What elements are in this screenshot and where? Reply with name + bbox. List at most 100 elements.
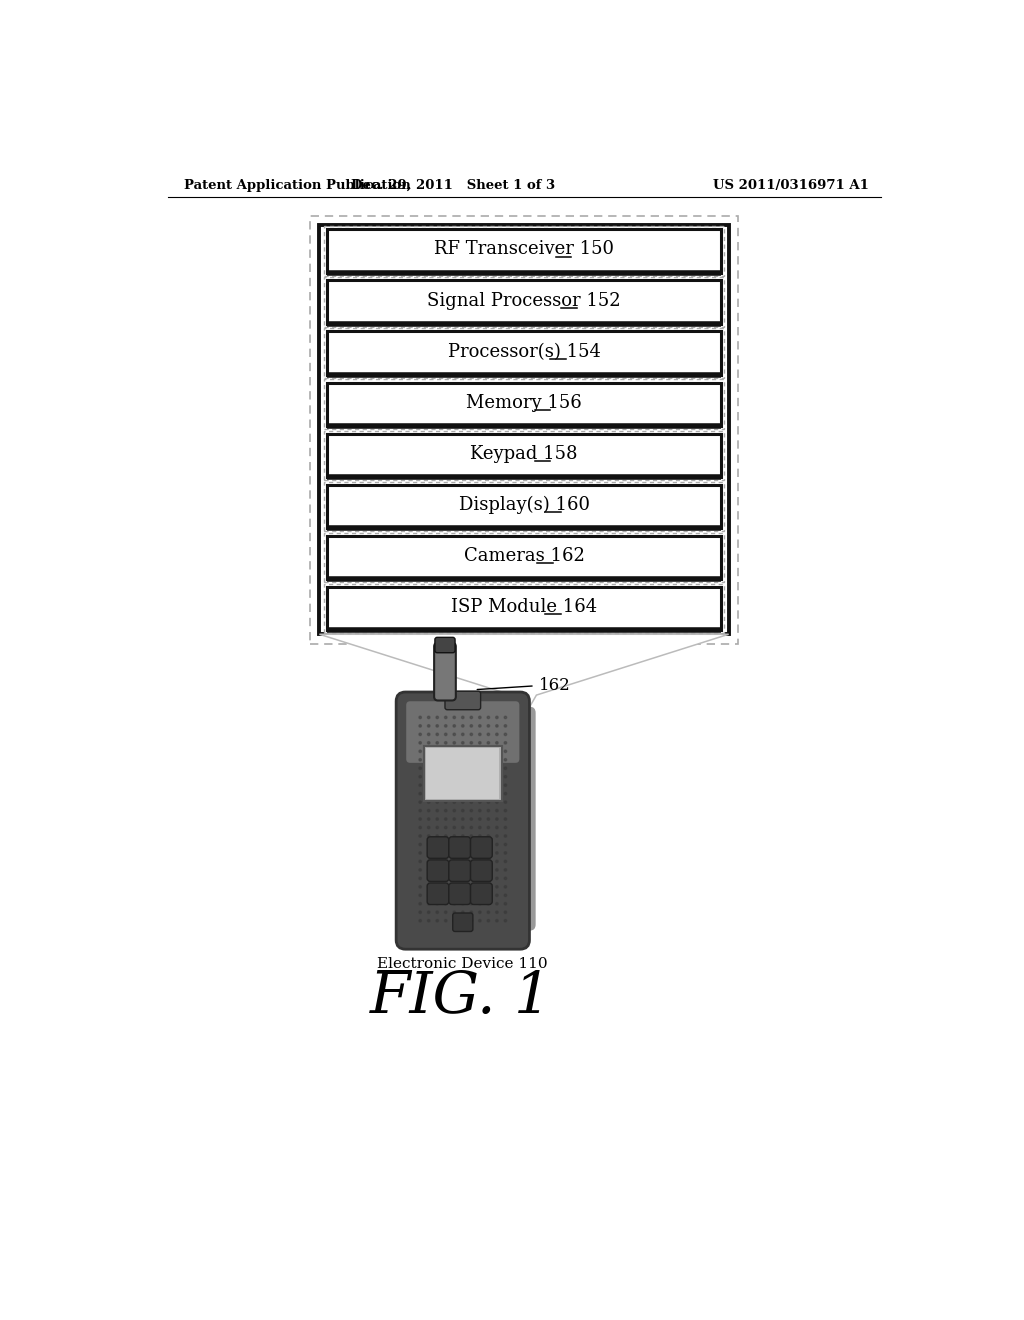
Circle shape bbox=[427, 725, 430, 727]
Text: Electronic Device 110: Electronic Device 110 bbox=[378, 957, 548, 972]
Circle shape bbox=[453, 834, 456, 837]
FancyBboxPatch shape bbox=[449, 883, 471, 904]
Circle shape bbox=[496, 876, 498, 879]
Circle shape bbox=[436, 826, 438, 829]
Circle shape bbox=[436, 809, 438, 812]
FancyBboxPatch shape bbox=[435, 638, 455, 653]
Circle shape bbox=[427, 861, 430, 863]
Circle shape bbox=[470, 792, 472, 795]
Circle shape bbox=[504, 903, 507, 906]
Circle shape bbox=[487, 775, 489, 777]
Bar bbox=[426, 748, 500, 799]
Circle shape bbox=[436, 759, 438, 762]
Circle shape bbox=[470, 784, 472, 787]
Circle shape bbox=[478, 826, 481, 829]
Circle shape bbox=[453, 725, 456, 727]
Circle shape bbox=[462, 717, 464, 718]
Circle shape bbox=[436, 818, 438, 820]
Circle shape bbox=[419, 869, 422, 871]
Circle shape bbox=[504, 717, 507, 718]
Circle shape bbox=[487, 876, 489, 879]
Circle shape bbox=[444, 911, 447, 913]
Text: Cameras 162: Cameras 162 bbox=[464, 546, 585, 565]
FancyBboxPatch shape bbox=[434, 643, 456, 701]
Circle shape bbox=[427, 759, 430, 762]
Circle shape bbox=[478, 920, 481, 921]
Circle shape bbox=[470, 725, 472, 727]
Bar bbox=[324, 226, 724, 276]
Circle shape bbox=[496, 717, 498, 718]
Circle shape bbox=[444, 869, 447, 871]
Circle shape bbox=[462, 894, 464, 896]
Circle shape bbox=[436, 843, 438, 846]
Circle shape bbox=[496, 784, 498, 787]
Circle shape bbox=[470, 775, 472, 777]
Circle shape bbox=[504, 834, 507, 837]
Bar bbox=[328, 434, 721, 477]
FancyBboxPatch shape bbox=[427, 837, 449, 858]
Circle shape bbox=[478, 784, 481, 787]
Circle shape bbox=[427, 801, 430, 804]
Circle shape bbox=[444, 809, 447, 812]
Circle shape bbox=[462, 826, 464, 829]
FancyBboxPatch shape bbox=[427, 859, 449, 882]
Circle shape bbox=[478, 851, 481, 854]
Circle shape bbox=[487, 861, 489, 863]
Circle shape bbox=[478, 809, 481, 812]
Circle shape bbox=[478, 886, 481, 888]
Circle shape bbox=[419, 767, 422, 770]
Circle shape bbox=[427, 903, 430, 906]
Circle shape bbox=[496, 801, 498, 804]
Circle shape bbox=[444, 750, 447, 752]
Text: ISP Module 164: ISP Module 164 bbox=[451, 598, 597, 616]
Circle shape bbox=[470, 886, 472, 888]
Circle shape bbox=[427, 851, 430, 854]
Circle shape bbox=[436, 851, 438, 854]
Circle shape bbox=[496, 843, 498, 846]
Circle shape bbox=[436, 911, 438, 913]
Circle shape bbox=[436, 834, 438, 837]
Circle shape bbox=[462, 725, 464, 727]
Circle shape bbox=[444, 717, 447, 718]
Circle shape bbox=[453, 920, 456, 921]
Circle shape bbox=[419, 750, 422, 752]
Circle shape bbox=[504, 920, 507, 921]
Circle shape bbox=[444, 894, 447, 896]
Circle shape bbox=[444, 834, 447, 837]
Circle shape bbox=[487, 826, 489, 829]
Circle shape bbox=[453, 861, 456, 863]
Circle shape bbox=[487, 911, 489, 913]
Circle shape bbox=[444, 876, 447, 879]
Circle shape bbox=[427, 869, 430, 871]
Circle shape bbox=[504, 894, 507, 896]
Bar bbox=[328, 484, 721, 528]
Circle shape bbox=[504, 809, 507, 812]
Bar bbox=[328, 536, 721, 579]
FancyBboxPatch shape bbox=[453, 913, 473, 932]
Circle shape bbox=[419, 742, 422, 744]
Circle shape bbox=[462, 843, 464, 846]
Circle shape bbox=[487, 784, 489, 787]
Circle shape bbox=[470, 809, 472, 812]
Circle shape bbox=[504, 818, 507, 820]
Circle shape bbox=[427, 843, 430, 846]
Circle shape bbox=[470, 920, 472, 921]
Circle shape bbox=[496, 775, 498, 777]
Circle shape bbox=[496, 809, 498, 812]
Circle shape bbox=[462, 920, 464, 921]
Circle shape bbox=[470, 742, 472, 744]
Text: US 2011/0316971 A1: US 2011/0316971 A1 bbox=[713, 180, 869, 193]
Circle shape bbox=[504, 876, 507, 879]
Circle shape bbox=[444, 843, 447, 846]
Circle shape bbox=[496, 792, 498, 795]
Circle shape bbox=[453, 843, 456, 846]
Circle shape bbox=[487, 834, 489, 837]
Circle shape bbox=[478, 759, 481, 762]
Circle shape bbox=[436, 792, 438, 795]
Circle shape bbox=[444, 725, 447, 727]
Circle shape bbox=[487, 733, 489, 735]
Circle shape bbox=[478, 894, 481, 896]
Circle shape bbox=[496, 851, 498, 854]
Circle shape bbox=[419, 792, 422, 795]
Circle shape bbox=[462, 759, 464, 762]
